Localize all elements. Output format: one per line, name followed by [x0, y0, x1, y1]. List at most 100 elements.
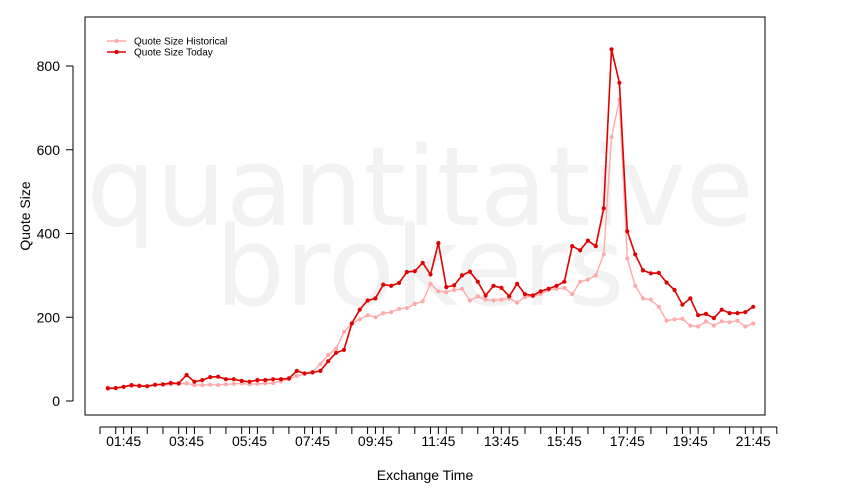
watermark-line-2: brokers — [215, 203, 625, 331]
data-point-today — [593, 244, 598, 249]
data-point-historical — [743, 324, 748, 329]
data-point-today — [483, 293, 488, 298]
data-point-historical — [515, 300, 520, 305]
data-point-today — [751, 304, 756, 309]
data-point-today — [570, 244, 575, 249]
data-point-today — [271, 377, 276, 382]
data-point-historical — [711, 323, 717, 328]
data-point-historical — [483, 297, 488, 302]
series-today — [105, 47, 756, 391]
data-point-historical — [420, 299, 425, 304]
data-point-today — [200, 378, 205, 383]
data-point-today — [160, 382, 166, 387]
data-point-today — [515, 281, 520, 286]
data-point-today — [735, 311, 740, 316]
data-point-today — [137, 383, 142, 388]
data-point-historical — [499, 297, 504, 302]
data-point-historical — [365, 313, 370, 318]
data-point-today — [389, 283, 394, 288]
y-tick-label: 400 — [37, 226, 61, 242]
data-point-historical — [216, 383, 221, 388]
legend-label-historical: Quote Size Historical — [134, 37, 227, 48]
watermark-line-1: quantitative — [86, 123, 753, 251]
watermark: quantitative brokers — [86, 123, 753, 331]
legend-marker-historical — [114, 39, 119, 43]
data-point-historical — [231, 381, 236, 386]
data-point-today — [208, 375, 213, 380]
data-point-historical — [538, 292, 543, 297]
data-point-today — [444, 285, 449, 290]
x-tick-label: 17:45 — [610, 433, 645, 449]
data-point-historical — [223, 382, 228, 387]
data-point-today — [373, 296, 378, 301]
y-axis-title: Quote Size — [17, 181, 33, 250]
data-point-today — [412, 269, 417, 274]
data-point-today — [578, 248, 583, 253]
data-point-today — [507, 294, 512, 299]
data-point-historical — [585, 277, 591, 282]
data-point-historical — [373, 315, 378, 320]
data-point-today — [680, 302, 685, 307]
data-point-today — [499, 285, 504, 290]
data-point-historical — [318, 362, 323, 367]
data-point-today — [318, 368, 323, 373]
data-point-today — [294, 368, 299, 373]
data-point-historical — [475, 294, 480, 299]
data-point-historical — [578, 279, 583, 284]
data-point-historical — [467, 298, 472, 303]
data-point-today — [357, 307, 362, 312]
data-point-today — [436, 241, 441, 246]
x-tick-label: 13:45 — [484, 433, 519, 449]
x-axis: 01:45 03:45 05:45 07:45 09:45 11:45 13:45 15:45… — [99, 426, 778, 449]
data-point-today — [365, 298, 370, 303]
x-axis-title: Exchange Time — [377, 467, 474, 483]
data-point-today — [727, 311, 732, 316]
y-tick-label: 600 — [37, 142, 61, 158]
data-point-historical — [688, 323, 693, 328]
data-point-today — [711, 316, 717, 321]
x-tick-label: 11:45 — [421, 433, 455, 449]
x-tick-label: 01:45 — [106, 433, 141, 449]
data-point-historical — [664, 318, 669, 323]
data-point-today — [656, 270, 661, 275]
legend-label-today: Quote Size Today — [134, 48, 213, 59]
data-point-today — [640, 268, 646, 273]
data-point-today — [719, 307, 724, 312]
data-point-today — [286, 376, 291, 381]
data-point-today — [397, 280, 402, 285]
data-point-historical — [428, 281, 433, 286]
data-point-today — [145, 384, 150, 389]
data-point-today — [625, 229, 630, 234]
data-point-today — [633, 252, 638, 257]
data-point-historical — [404, 305, 409, 311]
data-point-historical — [397, 306, 402, 311]
data-point-historical — [341, 329, 347, 334]
data-point-today — [459, 273, 465, 278]
data-point-historical — [625, 256, 630, 261]
x-tick-label: 21:45 — [736, 433, 771, 449]
data-point-historical — [412, 301, 417, 306]
data-point-today — [381, 282, 386, 287]
data-point-historical — [184, 381, 189, 386]
data-point-today — [176, 381, 181, 386]
x-tick-label: 05:45 — [232, 433, 267, 449]
data-point-today — [703, 311, 709, 316]
data-point-historical — [751, 321, 756, 326]
data-point-historical — [522, 295, 528, 300]
series-layer — [105, 47, 756, 391]
data-point-historical — [554, 286, 559, 291]
data-point-today — [184, 372, 189, 378]
data-point-historical — [459, 286, 465, 291]
data-point-historical — [727, 320, 732, 325]
x-tick-label: 07:45 — [295, 433, 330, 449]
data-point-today — [310, 370, 315, 375]
data-point-today — [601, 206, 606, 211]
data-point-historical — [263, 381, 268, 386]
data-point-today — [404, 269, 409, 275]
data-point-today — [743, 310, 748, 315]
data-point-historical — [192, 383, 197, 388]
data-point-historical — [719, 319, 724, 324]
